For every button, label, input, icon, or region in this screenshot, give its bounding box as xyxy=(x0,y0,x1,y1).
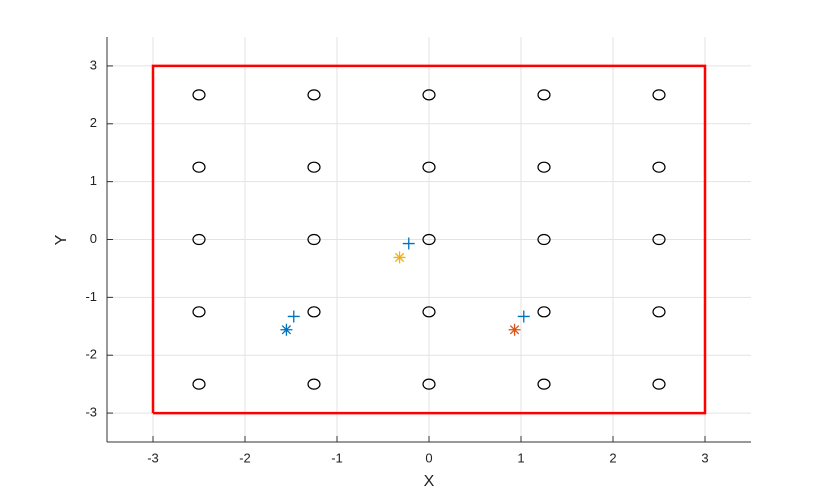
circle-marker xyxy=(192,233,206,246)
star-marker xyxy=(280,323,293,336)
circle-marker xyxy=(537,233,551,246)
y-axis-label: Y xyxy=(53,234,70,245)
boundary-line xyxy=(151,64,707,415)
y-tick-label: -2 xyxy=(85,347,97,362)
circle-marker xyxy=(537,306,551,318)
x-axis-label: X xyxy=(424,473,435,490)
circle-marker xyxy=(192,306,206,318)
x-tick-label: 2 xyxy=(609,450,616,465)
y-tick-label: -1 xyxy=(85,289,97,304)
plus-marker xyxy=(517,310,530,323)
circle-marker xyxy=(537,378,551,390)
circle-marker xyxy=(192,161,206,173)
circle-marker xyxy=(192,378,206,390)
circle-marker xyxy=(307,378,321,390)
plus-marker xyxy=(287,310,300,323)
y-tick-label: 0 xyxy=(90,231,97,246)
y-tick-label: 3 xyxy=(90,57,97,72)
x-tick-label: -3 xyxy=(147,450,159,465)
star-marker xyxy=(393,251,406,264)
y-tick-label: -3 xyxy=(85,405,97,420)
x-tick-label: -2 xyxy=(239,450,251,465)
circle-marker xyxy=(652,89,666,101)
circle-marker xyxy=(307,233,321,246)
circle-marker xyxy=(307,161,321,173)
circle-marker xyxy=(652,306,666,318)
y-tick-label: 1 xyxy=(90,173,97,188)
circle-marker xyxy=(652,233,666,246)
x-tick-label: 1 xyxy=(517,450,524,465)
circle-marker xyxy=(192,89,206,101)
circle-marker xyxy=(537,161,551,173)
circle-marker xyxy=(307,306,321,318)
circle-marker xyxy=(422,233,436,246)
circle-marker xyxy=(422,161,436,173)
circle-marker xyxy=(652,378,666,390)
circle-marker xyxy=(422,89,436,101)
circle-marker xyxy=(422,306,436,318)
circle-marker xyxy=(422,378,436,390)
star-marker xyxy=(508,323,521,336)
x-tick-label: 3 xyxy=(701,450,708,465)
plus-marker xyxy=(402,237,415,250)
x-tick-label: 0 xyxy=(425,450,432,465)
circle-marker xyxy=(652,161,666,173)
circle-marker xyxy=(537,89,551,101)
circle-marker xyxy=(307,89,321,101)
x-tick-label: -1 xyxy=(331,450,343,465)
y-tick-label: 2 xyxy=(90,115,97,130)
